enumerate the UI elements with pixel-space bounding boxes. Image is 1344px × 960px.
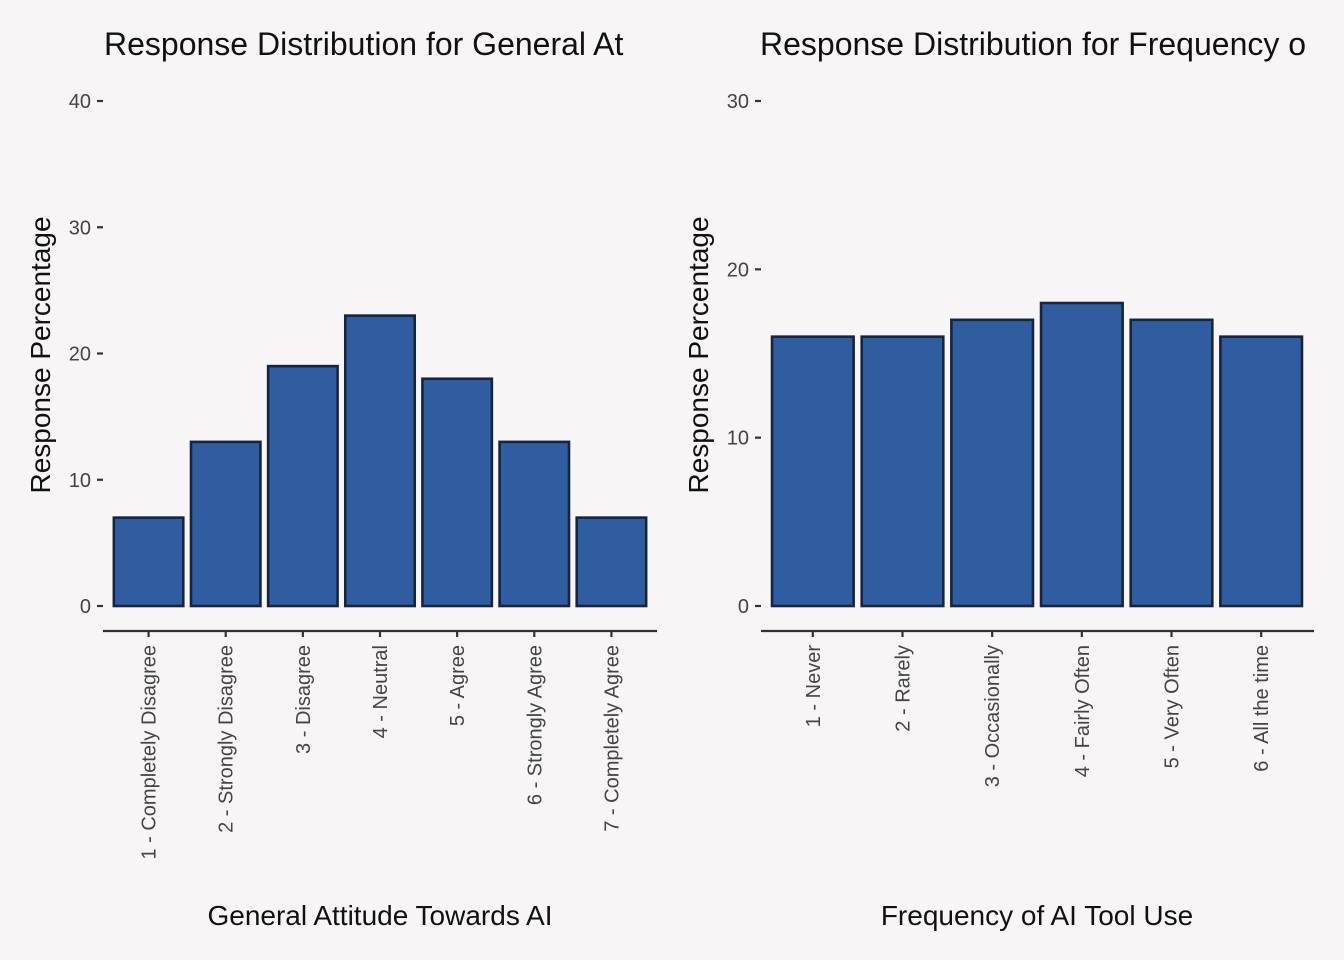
y-tick-label: 30 <box>727 91 749 113</box>
x-tick-label: 6 - All the time <box>1251 645 1273 772</box>
bar <box>770 335 855 608</box>
x-ticks: 1 - Never 2 - Rarely 3 - Occasionally 4 - F… <box>803 631 1273 787</box>
y-tick-label: 20 <box>69 344 91 366</box>
x-axis-label: General Attitude Towards AI <box>207 900 552 931</box>
y-axis-label: Response Percentage <box>25 216 56 493</box>
y-tick-label: 30 <box>69 217 91 239</box>
y-tick-label: 0 <box>80 596 91 618</box>
chart-panel-general-attitude: Response Distribution for General At Res… <box>25 26 657 931</box>
bar <box>575 516 648 608</box>
x-ticks: 1 - Completely Disagree 2 - Strongly Disa… <box>139 631 623 860</box>
x-tick-label: 3 - Occasionally <box>982 645 1004 787</box>
x-tick-label: 5 - Agree <box>447 645 469 726</box>
y-ticks: 0 10 20 30 40 <box>69 91 103 618</box>
x-tick-label: 2 - Rarely <box>893 645 915 732</box>
x-tick-label: 3 - Disagree <box>293 645 315 754</box>
y-tick-label: 20 <box>727 259 749 281</box>
x-tick-label: 2 - Strongly Disagree <box>216 645 238 833</box>
x-tick-label: 5 - Very Often <box>1162 645 1184 768</box>
bars <box>770 301 1304 608</box>
y-axis-label: Response Percentage <box>683 216 714 493</box>
bar <box>112 516 185 608</box>
x-tick-label: 7 - Completely Agree <box>601 645 623 832</box>
chart-panel-frequency: Response Distribution for Frequency o Re… <box>683 26 1314 931</box>
x-tick-label: 1 - Never <box>803 645 825 728</box>
y-tick-label: 40 <box>69 91 91 113</box>
bar <box>189 440 262 608</box>
bar <box>1039 301 1124 608</box>
x-tick-label: 4 - Neutral <box>370 645 392 738</box>
x-tick-label: 4 - Fairly Often <box>1072 645 1094 777</box>
bar <box>421 377 494 608</box>
y-tick-label: 10 <box>727 428 749 450</box>
bar <box>1219 335 1304 608</box>
bar <box>266 364 339 608</box>
bar <box>343 314 417 608</box>
bar <box>498 440 571 608</box>
x-axis-label: Frequency of AI Tool Use <box>881 900 1193 931</box>
bars <box>112 314 648 608</box>
x-tick-label: 1 - Completely Disagree <box>139 645 161 860</box>
bar <box>1129 318 1214 608</box>
x-tick-label: 6 - Strongly Agree <box>524 645 546 805</box>
y-tick-label: 0 <box>738 596 749 618</box>
bar <box>950 318 1035 608</box>
chart-title: Response Distribution for Frequency o <box>760 26 1306 62</box>
bar <box>860 335 945 608</box>
chart-title: Response Distribution for General At <box>104 26 623 62</box>
y-ticks: 0 10 20 30 <box>727 91 761 618</box>
y-tick-label: 10 <box>69 470 91 492</box>
